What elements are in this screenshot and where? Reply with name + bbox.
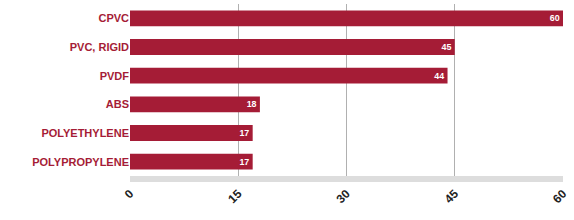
svg-text:18: 18 bbox=[247, 99, 257, 109]
svg-text:60: 60 bbox=[550, 13, 560, 23]
svg-text:POLYETHYLENE: POLYETHYLENE bbox=[41, 127, 129, 139]
svg-text:30: 30 bbox=[334, 187, 354, 207]
svg-text:17: 17 bbox=[239, 128, 249, 138]
svg-text:60: 60 bbox=[550, 187, 570, 207]
svg-text:15: 15 bbox=[225, 187, 245, 207]
svg-text:17: 17 bbox=[239, 157, 249, 167]
svg-text:45: 45 bbox=[442, 187, 462, 207]
svg-text:ABS: ABS bbox=[106, 98, 129, 110]
svg-text:44: 44 bbox=[434, 71, 444, 81]
svg-text:PVDF: PVDF bbox=[100, 70, 130, 82]
svg-text:PVC, RIGID: PVC, RIGID bbox=[70, 41, 129, 53]
svg-text:0: 0 bbox=[122, 187, 137, 202]
svg-text:POLYPROPYLENE: POLYPROPYLENE bbox=[32, 156, 129, 168]
svg-text:CPVC: CPVC bbox=[98, 12, 129, 24]
svg-text:45: 45 bbox=[441, 42, 451, 52]
